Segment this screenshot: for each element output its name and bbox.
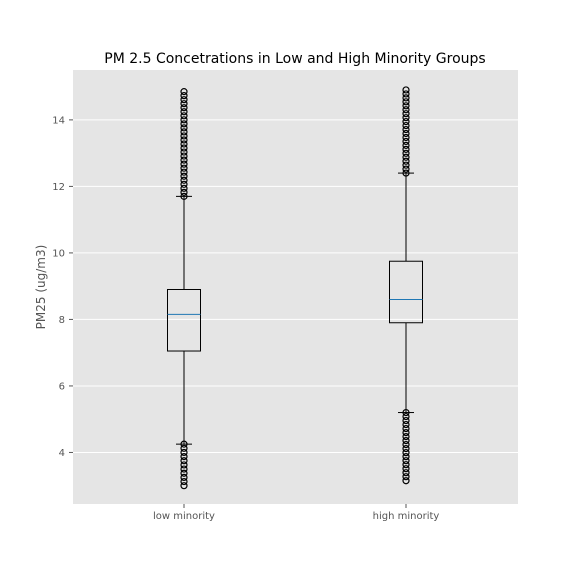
iqr-box [167, 288, 201, 352]
outlier-point [180, 188, 188, 196]
outlier-point [180, 473, 188, 481]
y-tick-label: 6 [59, 381, 65, 392]
iqr-box [389, 260, 423, 324]
outlier-point [402, 441, 410, 449]
outlier-point [402, 461, 410, 469]
outlier-point [180, 120, 188, 128]
outlier-point [180, 444, 188, 452]
y-tick-label: 14 [52, 115, 65, 126]
outlier-point [180, 88, 188, 96]
y-axis-ticks: 4 6 8 10 12 14 [52, 115, 73, 459]
outlier-point [402, 98, 410, 106]
outlier-point [180, 184, 188, 192]
box-series [167, 86, 423, 490]
outlier-point [402, 86, 410, 94]
y-tick-label: 8 [59, 315, 65, 326]
outlier-point [402, 102, 410, 110]
outlier-points [180, 88, 188, 490]
outlier-point [180, 96, 188, 104]
outlier-point [180, 448, 188, 457]
outlier-point [180, 457, 188, 465]
outlier-point [180, 164, 188, 172]
outlier-point [180, 100, 188, 108]
outlier-point [180, 465, 188, 473]
outlier-point [180, 453, 188, 461]
outlier-point [180, 148, 188, 156]
outlier-point [402, 465, 410, 473]
outlier-point [180, 469, 188, 477]
outlier-point [402, 114, 410, 122]
outlier-point [180, 112, 188, 120]
outlier-point [402, 416, 410, 425]
box-group [167, 88, 201, 490]
outlier-point [402, 145, 410, 153]
y-axis-label: PM25 (ug/m3) [34, 245, 48, 330]
outlier-point [402, 121, 410, 130]
outlier-point [402, 153, 410, 161]
outlier-point [402, 94, 410, 102]
y-tick-label: 4 [59, 448, 65, 459]
outlier-point [402, 428, 410, 437]
outlier-point [402, 149, 410, 157]
y-tick-label: 12 [52, 182, 65, 193]
outlier-point [402, 106, 410, 114]
outlier-point [402, 445, 410, 453]
outlier-point [180, 172, 188, 180]
outlier-point [402, 118, 410, 126]
outlier-point [402, 412, 410, 421]
outlier-point [180, 136, 188, 144]
outlier-point [180, 140, 188, 148]
outlier-point [402, 477, 410, 485]
chart-title: PM 2.5 Concetrations in Low and High Min… [104, 51, 485, 67]
outlier-point [180, 124, 188, 132]
outlier-point [402, 133, 410, 142]
outlier-point [402, 453, 410, 461]
outlier-point [180, 144, 188, 152]
outlier-point [180, 180, 188, 188]
outlier-point [180, 108, 188, 116]
outlier-point [402, 449, 410, 457]
outlier-point [180, 168, 188, 176]
outlier-point [180, 461, 188, 469]
box-group [389, 86, 423, 485]
outlier-point [180, 160, 188, 168]
outlier-point [402, 129, 410, 138]
outlier-point [402, 433, 410, 441]
outlier-point [180, 477, 188, 486]
outlier-point [402, 424, 410, 433]
y-tick-label: 10 [52, 248, 65, 259]
outlier-point [402, 110, 410, 118]
outlier-point [180, 92, 188, 100]
x-tick-label: high minority [373, 511, 440, 522]
x-tick-label: low minority [153, 511, 215, 522]
outlier-point [402, 469, 410, 477]
outlier-point [402, 420, 410, 429]
plot-area [73, 70, 518, 504]
outlier-point [402, 161, 410, 169]
outlier-point [180, 128, 188, 136]
grid-lines [73, 119, 518, 453]
outlier-point [402, 90, 410, 98]
outlier-point [402, 457, 410, 465]
outlier-point [180, 156, 188, 164]
outlier-point [180, 132, 188, 140]
outlier-point [180, 152, 188, 160]
outlier-point [402, 157, 410, 165]
outlier-point [402, 437, 410, 445]
outlier-point [180, 104, 188, 112]
outlier-point [402, 125, 410, 134]
outlier-point [180, 176, 188, 184]
outlier-point [180, 482, 188, 490]
outlier-point [180, 116, 188, 124]
x-axis-ticks: low minority high minority [153, 504, 439, 522]
outlier-point [402, 165, 410, 173]
outlier-point [402, 473, 410, 481]
outlier-point [402, 137, 410, 146]
outlier-point [402, 141, 410, 149]
